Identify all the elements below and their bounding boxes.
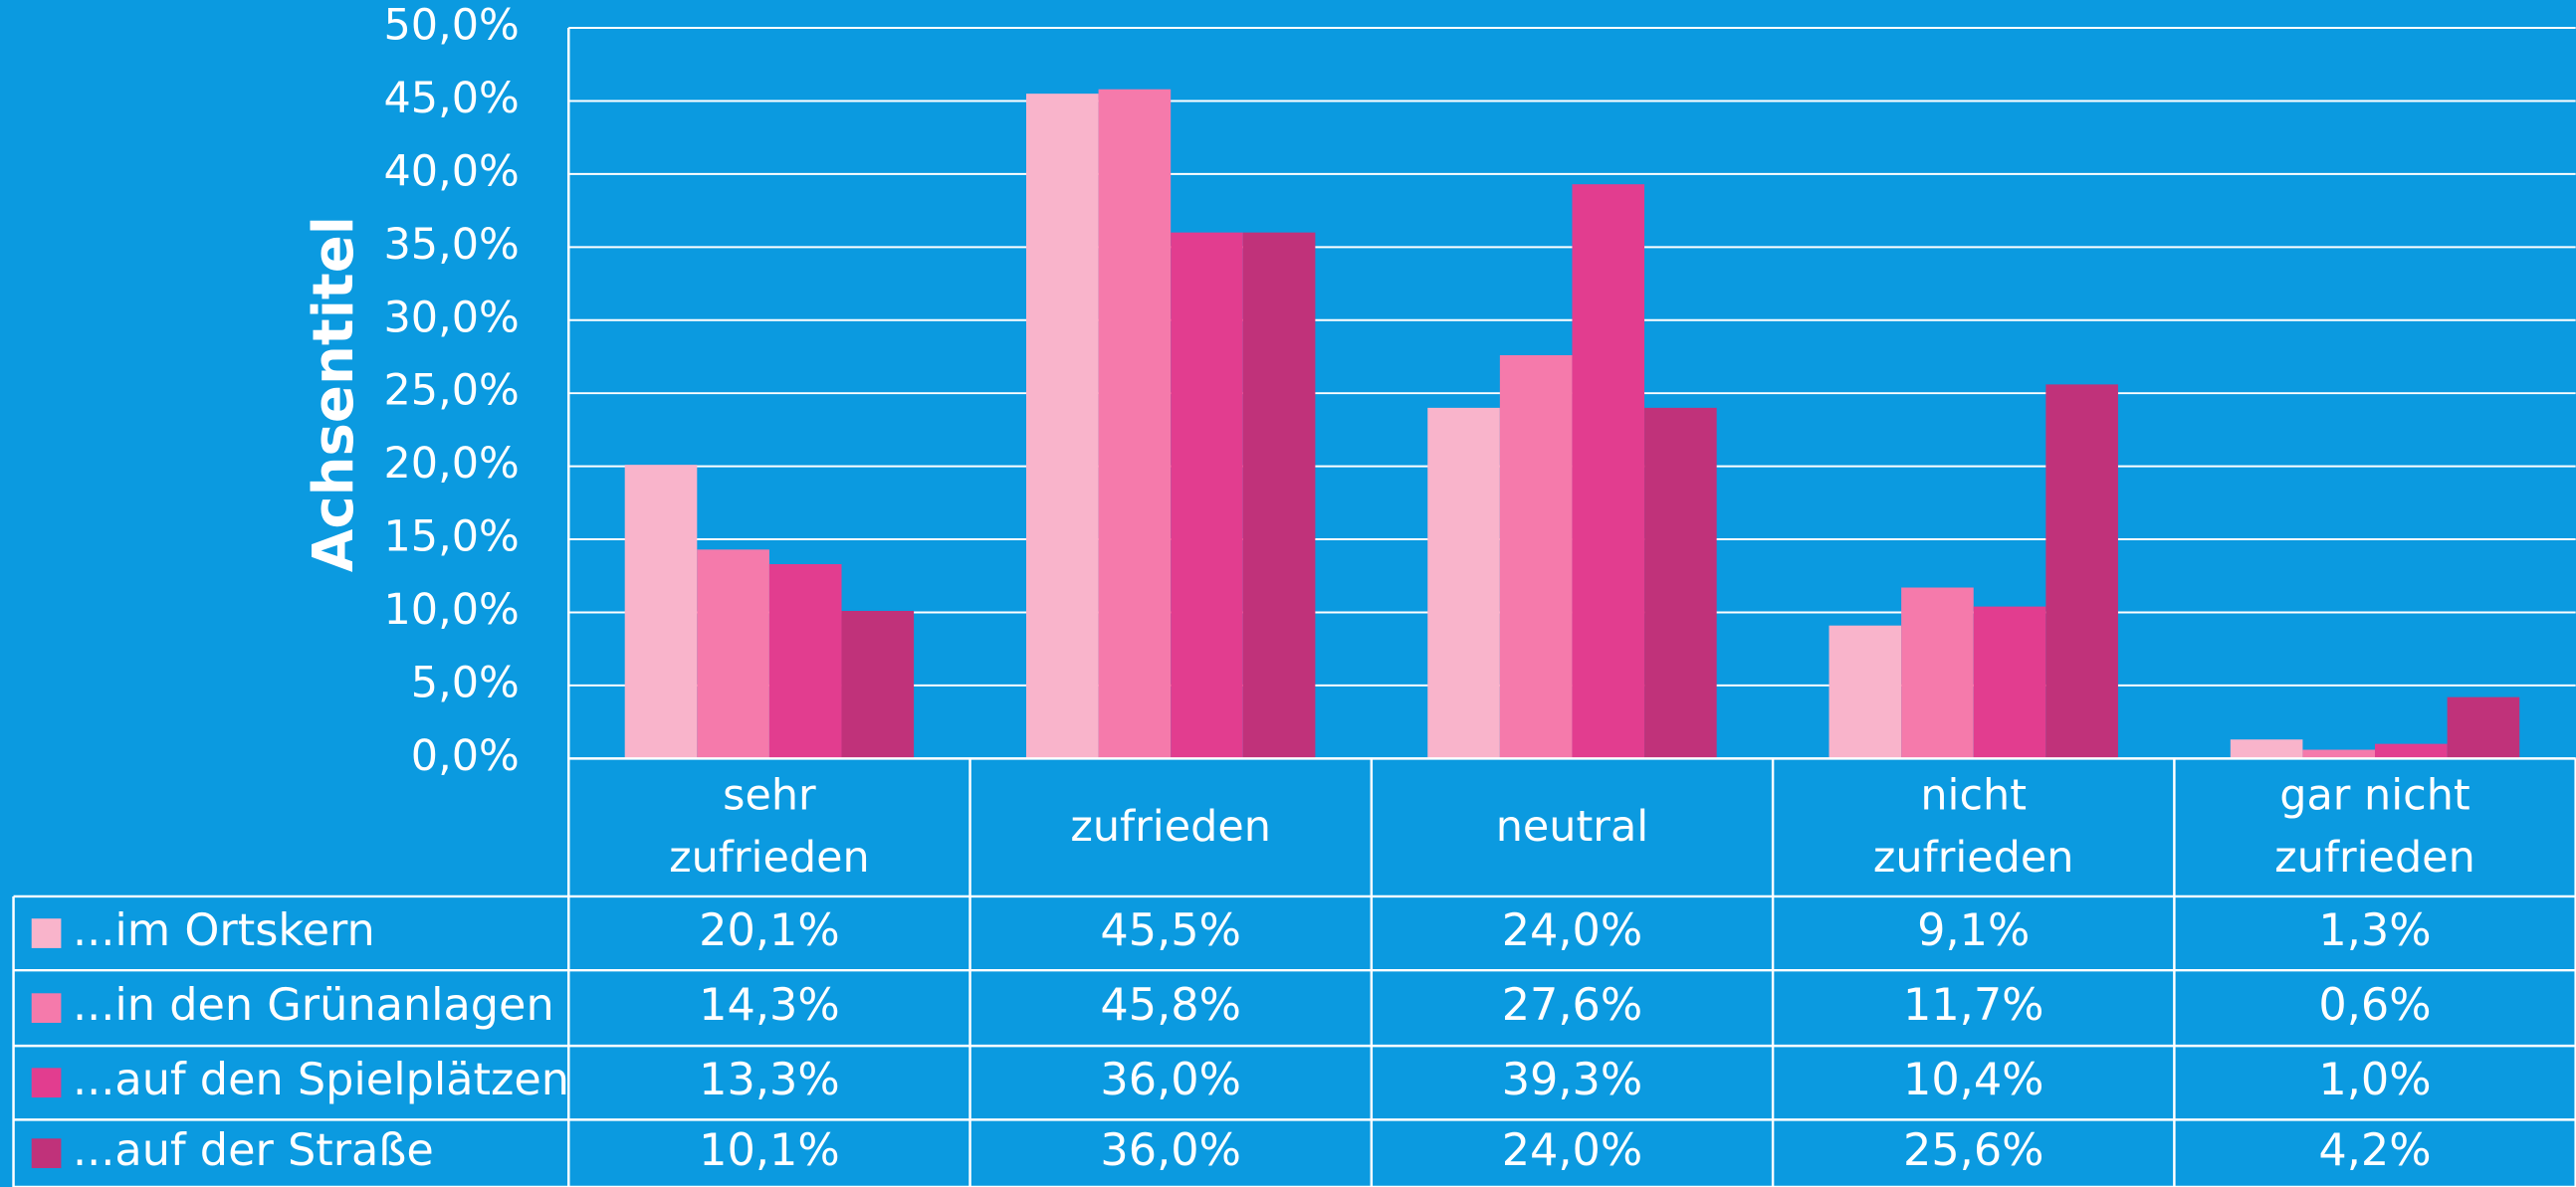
bar: [697, 549, 769, 759]
bar: [2447, 696, 2520, 759]
bar: [1025, 94, 1099, 759]
data-label: 20,1%: [699, 904, 840, 956]
x-tick-label: gar nicht zufrieden: [2274, 771, 2475, 884]
bar: [1427, 407, 1500, 759]
legend-swatch: [31, 993, 62, 1023]
data-label: 24,0%: [1502, 904, 1643, 956]
y-tick-label: 10,0%: [384, 585, 520, 635]
bar: [2045, 384, 2118, 759]
x-tick-label: neutral: [1495, 802, 1649, 853]
bar: [624, 465, 698, 759]
data-label: 36,0%: [1100, 1124, 1241, 1176]
x-tick-label-box: gar nicht zufrieden: [2274, 771, 2475, 884]
data-label: 4,2%: [2318, 1124, 2431, 1176]
data-label: 39,3%: [1502, 1054, 1643, 1105]
y-tick-label: 40,0%: [384, 146, 520, 196]
x-tick-label: nicht zufrieden: [1872, 771, 2074, 884]
bar: [1828, 625, 1902, 759]
data-label: 1,3%: [2318, 904, 2431, 956]
data-label: 10,4%: [1903, 1054, 2044, 1105]
data-label: 0,6%: [2318, 979, 2431, 1031]
y-tick-label: 15,0%: [384, 512, 520, 562]
bar: [1572, 184, 1645, 759]
data-label: 45,5%: [1100, 904, 1241, 956]
x-tick-label: sehr zufrieden: [669, 771, 870, 884]
bar: [2302, 749, 2376, 759]
y-tick-label: 0,0%: [411, 731, 520, 781]
bar: [1499, 355, 1573, 759]
y-tick-label: 5,0%: [411, 658, 520, 707]
x-tick-label-box: neutral: [1495, 802, 1649, 853]
data-label: 10,1%: [699, 1124, 840, 1176]
y-tick-label: 35,0%: [384, 220, 520, 270]
bar: [1242, 232, 1316, 759]
y-tick-label: 45,0%: [384, 74, 520, 123]
y-tick-label: 30,0%: [384, 293, 520, 342]
data-label: 1,0%: [2318, 1054, 2431, 1105]
bar: [2230, 739, 2303, 759]
x-tick-label-box: nicht zufrieden: [1872, 771, 2074, 884]
bar: [1098, 89, 1172, 759]
bar: [1644, 407, 1717, 759]
data-label: 36,0%: [1100, 1054, 1241, 1105]
x-tick-label: zufrieden: [1070, 802, 1271, 853]
bar: [2375, 743, 2448, 759]
bar: [1901, 587, 1974, 759]
bar: [768, 564, 842, 759]
data-label: 24,0%: [1502, 1124, 1643, 1176]
data-label: 45,8%: [1100, 979, 1241, 1031]
y-tick-label: 50,0%: [384, 1, 520, 51]
bar: [841, 611, 915, 759]
bar: [1171, 232, 1243, 759]
legend-label: ...im Ortskern: [73, 904, 375, 956]
y-axis-title: Achsentitel: [302, 216, 366, 572]
x-tick-label-box: sehr zufrieden: [669, 771, 870, 884]
y-tick-label: 25,0%: [384, 366, 520, 416]
legend-label: ...in den Grünanlagen: [73, 979, 554, 1031]
data-label: 9,1%: [1917, 904, 2030, 956]
data-label: 13,3%: [699, 1054, 840, 1105]
bar: [1973, 606, 2046, 759]
legend-swatch: [31, 1138, 62, 1169]
x-tick-label-box: zufrieden: [1070, 802, 1271, 853]
legend-swatch: [31, 1068, 62, 1098]
data-label: 25,6%: [1903, 1124, 2044, 1176]
data-label: 14,3%: [699, 979, 840, 1031]
data-label: 11,7%: [1903, 979, 2044, 1031]
legend-swatch: [31, 918, 62, 948]
y-tick-label: 20,0%: [384, 439, 520, 489]
legend-label: ...auf den Spielplätzen: [73, 1054, 569, 1105]
legend-label: ...auf der Straße: [73, 1124, 434, 1176]
data-label: 27,6%: [1502, 979, 1643, 1031]
